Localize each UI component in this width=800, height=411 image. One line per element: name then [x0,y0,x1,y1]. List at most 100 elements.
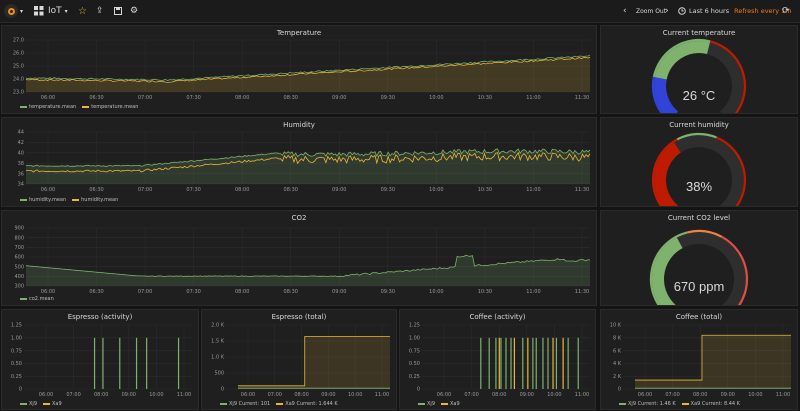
gear-icon[interactable]: ⚙ [130,6,139,16]
gauge-value-arc [654,142,681,206]
panel-title: Temperature [276,29,322,37]
x-tick-label: 11:00 [776,392,790,398]
x-tick-label: 11:00 [526,95,540,101]
x-tick-label: 08:30 [284,187,298,193]
dashboard-grid-icon [34,6,44,16]
y-tick-label: 900 [14,226,24,232]
x-tick-label: 09:00 [721,392,735,398]
graph-legend: temperature.mean temperature.mean [20,104,138,110]
legend-item[interactable]: co2.mean [20,296,54,302]
grafana-logo-button[interactable]: ▾ [4,0,24,22]
co2-gauge [649,229,749,305]
y-tick-label: 10 K [610,323,622,329]
x-tick-label: 10:30 [478,289,492,295]
x-tick-label: 11:00 [177,392,191,398]
x-tick-label: 06:00 [41,95,55,101]
x-tick-label: 07:30 [186,187,200,193]
panel-title: Current temperature [662,29,736,37]
y-tick-label: 500 [214,371,224,377]
y-tick-label: 0.50 [409,361,420,367]
legend-item[interactable]: Xj9 Current: 101 [220,401,270,407]
x-tick-label: 06:00 [638,392,652,398]
gauge-value-arc [654,41,710,80]
y-tick-label: 4 K [613,361,622,367]
legend-item[interactable]: temperature.mean [20,104,76,110]
y-tick-label: 42 [18,140,24,146]
y-tick-label: 0 [618,387,621,393]
x-tick-label: 11:00 [375,392,389,398]
legend-item[interactable]: Xa9 [43,401,62,407]
y-tick-label: 0 [221,387,224,393]
x-tick-label: 08:00 [235,95,249,101]
graph-legend: co2.mean [20,296,54,302]
chevron-left-icon[interactable]: ‹ [623,6,627,16]
zoom-out-button[interactable]: Zoom Out [636,7,667,15]
dashboard-picker[interactable]: IoT ▾ [34,0,68,22]
dashboard-title: IoT [48,6,62,16]
refresh-icon[interactable]: ⟳ [782,6,790,16]
legend-item[interactable]: Xa9 Current: 8.44 K [681,401,740,407]
legend-item[interactable]: Xj9 [20,401,37,407]
x-tick-label: 07:00 [665,392,679,398]
gauge-value: 38% [685,179,713,194]
x-tick-label: 07:00 [66,392,80,398]
time-picker[interactable]: Last 6 hours Refresh every 1m [678,0,792,22]
legend-item[interactable]: humidity.mean [72,197,118,203]
star-icon[interactable]: ☆ [78,5,87,17]
save-icon[interactable] [114,0,122,22]
humidity-graph: 44 42 40 38 36 34 06:00 06:30 07:00 07:30 08:00 08:… [18,130,591,193]
x-tick-label: 09:00 [332,289,346,295]
x-tick-label: 06:00 [41,187,55,193]
x-tick-label: 11:30 [575,289,589,295]
x-tick-label: 09:00 [332,187,346,193]
x-tick-label: 10:00 [429,187,443,193]
legend-item[interactable]: Xa9 Current: 1.644 K [276,401,338,407]
x-tick-label: 08:30 [284,289,298,295]
x-tick-label: 09:30 [381,187,395,193]
temperature-graph: 27.0 26.0 25.0 24.0 23.0 06:00 06:30 07:00 07:30… [13,38,591,101]
legend-item[interactable]: Xj9 [418,401,435,407]
y-tick-label: 34 [18,182,24,188]
x-tick-label: 11:00 [575,392,589,398]
legend-item[interactable]: Xj9 Current: 1.46 K [619,401,676,407]
y-tick-label: 36 [18,171,24,177]
y-tick-label: 400 [14,274,24,280]
coffee-activity-graph: 1.25 1.00 0.75 0.50 0.25 0 06:00 07:00 08:00 09:0… [409,323,590,398]
y-tick-label: 700 [14,245,24,251]
y-tick-label: 24.0 [13,77,24,83]
y-tick-label: 0.25 [11,374,22,380]
legend-item[interactable]: temperature.mean [82,104,138,110]
y-tick-label: 38 [18,161,24,167]
x-tick-label: 06:00 [437,392,451,398]
espresso-activity-panel: Espresso (activity) 1.25 1.00 0.75 0.50 0.25… [1,309,199,410]
series-area [26,149,590,184]
series-area [238,336,390,389]
co2-panel: CO2 900 800 700 600 500 400 300 06:00 06:30 07:00… [1,210,597,306]
y-tick-label: 23.0 [13,90,24,96]
gauge-value-arc [654,77,679,113]
x-tick-label: 06:00 [39,392,53,398]
top-navbar: ▾ IoT ▾ ☆ ⇪ ⚙ ‹ Zoom Out › Last 6 hours … [0,0,800,23]
espresso-total-graph: 2.0 K 1.5 K 1.0 K 500 0 06:00 07:00 08:00 09:00 1… [211,323,390,398]
graph-legend: Xj9 Xa9 [418,401,460,407]
x-tick-label: 07:00 [138,95,152,101]
legend-item[interactable]: humidity.mean [20,197,66,203]
chevron-right-icon[interactable]: › [665,6,669,16]
panel-title: Coffee (activity) [469,313,526,321]
legend-item[interactable]: Xa9 [441,401,460,407]
x-tick-label: 10:00 [348,392,362,398]
panel-title: Coffee (total) [675,313,723,321]
humidity-gauge-panel: Current humidity 38% [600,117,798,207]
y-tick-label: 0 [19,387,22,393]
panel-title: CO2 [291,214,307,222]
share-icon[interactable]: ⇪ [96,6,104,16]
gauge-value: 26 °C [682,88,716,103]
x-tick-label: 10:00 [748,392,762,398]
x-tick-label: 07:00 [268,392,282,398]
y-tick-label: 0.75 [409,348,420,354]
series-line [25,148,591,167]
gauge-threshold-arc [721,235,749,305]
y-tick-label: 6 K [613,348,622,354]
x-tick-label: 09:30 [381,95,395,101]
series-line [635,334,791,381]
